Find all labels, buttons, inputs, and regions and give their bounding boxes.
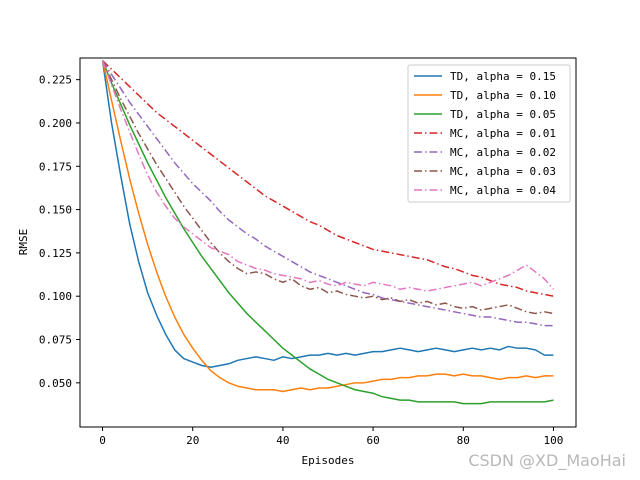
series-line-mc-alpha-0-02 <box>101 60 554 327</box>
x-tick-label: 0 <box>99 434 106 447</box>
legend-label-mc-alpha-0-02: MC, alpha = 0.02 <box>450 146 556 159</box>
x-tick-label: 60 <box>366 434 379 447</box>
y-tick-label: 0.200 <box>39 117 72 130</box>
series-line-mc-alpha-0-03 <box>101 60 554 315</box>
watermark: CSDN @XD_MaoHai <box>468 451 626 471</box>
y-axis-label: RMSE <box>17 229 30 256</box>
y-tick-label: 0.150 <box>39 204 72 217</box>
legend-label-mc-alpha-0-01: MC, alpha = 0.01 <box>450 127 556 140</box>
legend-label-mc-alpha-0-04: MC, alpha = 0.04 <box>450 184 556 197</box>
y-tick-label: 0.075 <box>39 334 72 347</box>
x-tick-label: 100 <box>544 434 564 447</box>
legend-box <box>407 64 571 203</box>
x-tick-label: 80 <box>457 434 470 447</box>
series-line-td-alpha-0-05 <box>101 60 554 405</box>
series-line-mc-alpha-0-01 <box>102 60 554 297</box>
x-tick-label: 20 <box>186 434 199 447</box>
y-axis: 0.050 0.075 0.100 0.125 0.150 0.175 0.200 0.225 <box>39 74 80 390</box>
series-line-td-alpha-0-15 <box>101 60 554 368</box>
y-tick-label: 0.050 <box>39 377 72 390</box>
legend-label-mc-alpha-0-03: MC, alpha = 0.03 <box>450 165 556 178</box>
x-axis: 0 20 40 60 80 100 <box>99 427 563 447</box>
x-axis-label: Episodes <box>302 454 355 467</box>
y-tick-label: 0.225 <box>39 74 72 87</box>
plot-lines <box>101 60 555 405</box>
y-tick-label: 0.100 <box>39 290 72 303</box>
x-tick-label: 40 <box>276 434 289 447</box>
y-tick-label: 0.175 <box>39 160 72 173</box>
legend-label-td-alpha-0-05: TD, alpha = 0.05 <box>450 108 556 121</box>
plot-frame <box>79 57 577 428</box>
legend-label-td-alpha-0-10: TD, alpha = 0.10 <box>450 89 556 102</box>
series-line-mc-alpha-0-04 <box>101 60 555 292</box>
legend: TD, alpha = 0.15 TD, alpha = 0.10 TD, alph… <box>407 64 571 203</box>
y-tick-label: 0.125 <box>39 247 72 260</box>
legend-label-td-alpha-0-15: TD, alpha = 0.15 <box>450 70 556 83</box>
series-line-td-alpha-0-10 <box>101 60 554 393</box>
